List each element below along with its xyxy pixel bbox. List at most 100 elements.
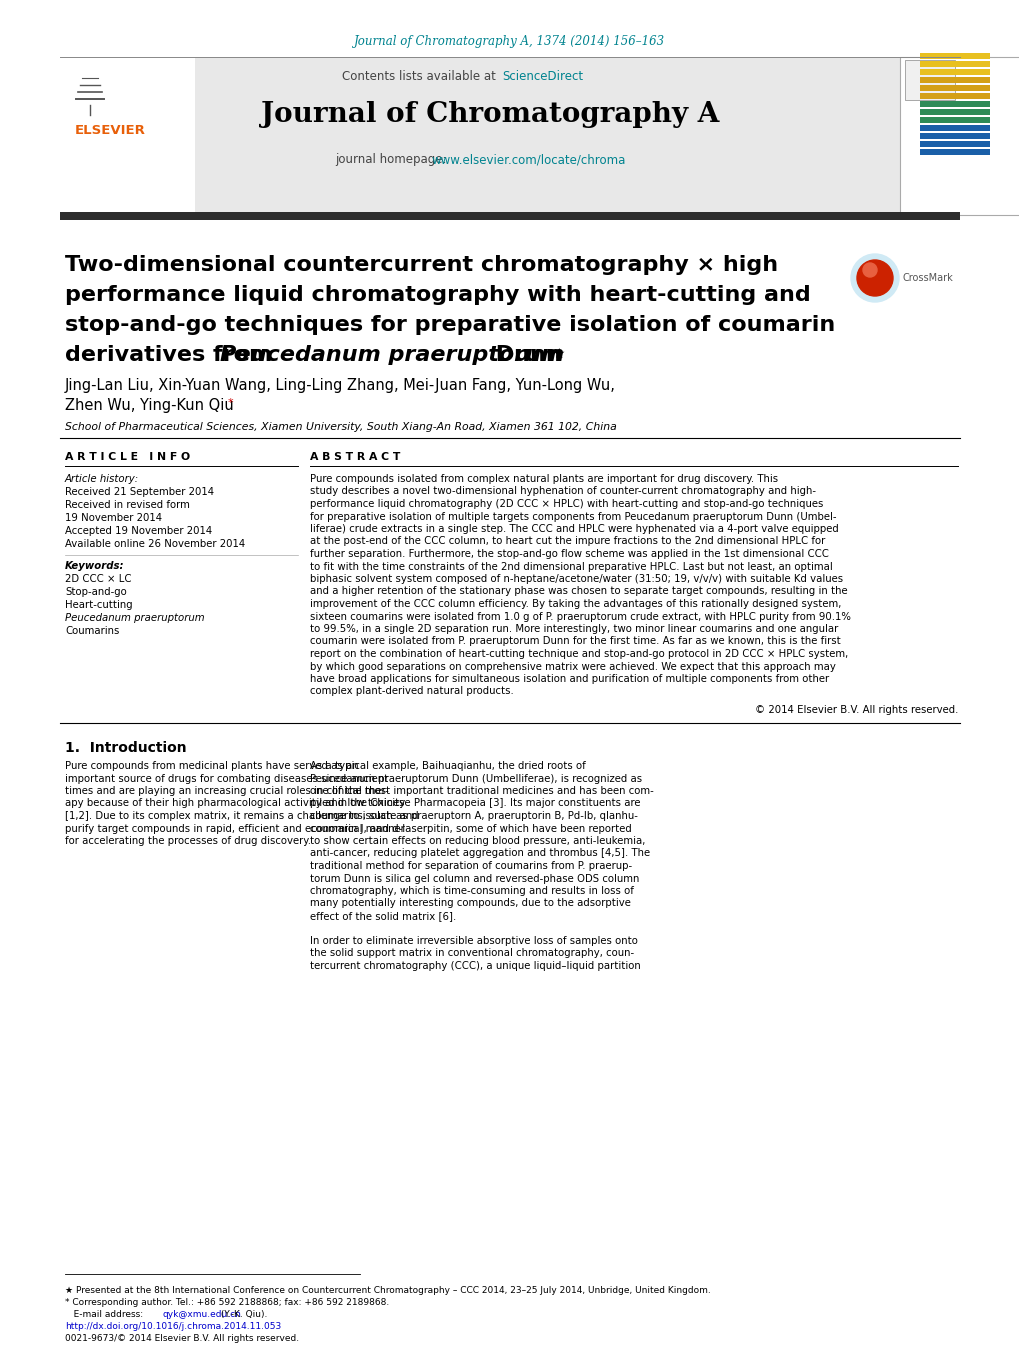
Text: * Corresponding author. Tel.: +86 592 2188868; fax: +86 592 2189868.: * Corresponding author. Tel.: +86 592 21… [65, 1298, 389, 1306]
Text: the solid support matrix in conventional chromatography, coun-: the solid support matrix in conventional… [310, 948, 634, 958]
Text: by which good separations on comprehensive matrix were achieved. We expect that : by which good separations on comprehensi… [310, 662, 835, 671]
Text: traditional method for separation of coumarins from P. praerup-: traditional method for separation of cou… [310, 861, 632, 871]
Bar [919, 126, 989, 131]
Text: Pure compounds isolated from complex natural plants are important for drug disco: Pure compounds isolated from complex nat… [310, 474, 777, 484]
Text: performance liquid chromatography (2D CCC × HPLC) with heart-cutting and stop-an: performance liquid chromatography (2D CC… [310, 499, 822, 509]
Text: *: * [228, 399, 233, 408]
Text: journal homepage:: journal homepage: [334, 154, 449, 166]
Text: [1,2]. Due to its complex matrix, it remains a challenge to isolate and: [1,2]. Due to its complex matrix, it rem… [65, 811, 418, 821]
Text: http://dx.doi.org/10.1016/j.chroma.2014.11.053: http://dx.doi.org/10.1016/j.chroma.2014.… [65, 1323, 281, 1331]
Text: Two-dimensional countercurrent chromatography × high: Two-dimensional countercurrent chromatog… [65, 255, 777, 276]
Text: Pure compounds from medicinal plants have served as an: Pure compounds from medicinal plants hav… [65, 761, 359, 771]
Text: tercurrent chromatography (CCC), a unique liquid–liquid partition: tercurrent chromatography (CCC), a uniqu… [310, 961, 640, 971]
Text: chromatography, which is time-consuming and results in loss of: chromatography, which is time-consuming … [310, 886, 633, 896]
Text: and a higher retention of the stationary phase was chosen to separate target com: and a higher retention of the stationary… [310, 586, 847, 597]
Text: for preparative isolation of multiple targets components from Peucedanum praerup: for preparative isolation of multiple ta… [310, 512, 836, 521]
Text: 1.  Introduction: 1. Introduction [65, 740, 186, 755]
Bar [919, 118, 989, 123]
Text: study describes a novel two-dimensional hyphenation of counter-current chromatog: study describes a novel two-dimensional … [310, 486, 815, 497]
Circle shape [856, 259, 892, 296]
Text: Jing-Lan Liu, Xin-Yuan Wang, Ling-Ling Zhang, Mei-Juan Fang, Yun-Long Wu,: Jing-Lan Liu, Xin-Yuan Wang, Ling-Ling Z… [65, 378, 615, 393]
Text: Peucedanum praeruptorum: Peucedanum praeruptorum [220, 345, 564, 365]
Text: Received 21 September 2014: Received 21 September 2014 [65, 486, 214, 497]
Bar [919, 93, 989, 99]
Bar [919, 61, 989, 68]
Bar [919, 53, 989, 59]
Text: Available online 26 November 2014: Available online 26 November 2014 [65, 539, 245, 549]
Text: 19 November 2014: 19 November 2014 [65, 513, 162, 523]
Text: to show certain effects on reducing blood pressure, anti-leukemia,: to show certain effects on reducing bloo… [310, 836, 645, 846]
Text: at the post-end of the CCC column, to heart cut the impure fractions to the 2nd : at the post-end of the CCC column, to he… [310, 536, 824, 547]
Text: Zhen Wu, Ying-Kun Qiu: Zhen Wu, Ying-Kun Qiu [65, 399, 233, 413]
Text: In order to eliminate irreversible absorptive loss of samples onto: In order to eliminate irreversible absor… [310, 936, 637, 946]
Bar [919, 101, 989, 107]
Circle shape [862, 263, 876, 277]
Text: ScienceDirect: ScienceDirect [501, 69, 583, 82]
Text: 2D CCC × LC: 2D CCC × LC [65, 574, 131, 584]
Text: piled in the Chinese Pharmacopeia [3]. Its major constituents are: piled in the Chinese Pharmacopeia [3]. I… [310, 798, 640, 808]
Text: Journal of Chromatography A: Journal of Chromatography A [261, 101, 718, 128]
Text: Contents lists available at: Contents lists available at [342, 69, 499, 82]
Text: qyk@xmu.edu.cn: qyk@xmu.edu.cn [163, 1310, 242, 1319]
Text: coumarin were isolated from P. praeruptorum Dunn for the first time. As far as w: coumarin were isolated from P. praerupto… [310, 636, 840, 647]
Text: As a typical example, Baihuaqianhu, the dried roots of: As a typical example, Baihuaqianhu, the … [310, 761, 585, 771]
Text: stop-and-go techniques for preparative isolation of coumarin: stop-and-go techniques for preparative i… [65, 315, 835, 335]
Text: one of the most important traditional medicines and has been com-: one of the most important traditional me… [310, 786, 653, 796]
Bar [899, 57, 1019, 215]
Text: for accelerating the processes of drug discovery.: for accelerating the processes of drug d… [65, 836, 311, 846]
Text: School of Pharmaceutical Sciences, Xiamen University, South Xiang-An Road, Xiame: School of Pharmaceutical Sciences, Xiame… [65, 422, 616, 432]
Text: A B S T R A C T: A B S T R A C T [310, 453, 400, 462]
Bar [919, 85, 989, 91]
Text: Keywords:: Keywords: [65, 561, 124, 571]
Text: coumarins, such as praeruptorn A, praeruptorin B, Pd-Ib, qlanhu-: coumarins, such as praeruptorn A, praeru… [310, 811, 637, 821]
Text: derivatives from: derivatives from [65, 345, 280, 365]
Text: effect of the solid matrix [6].: effect of the solid matrix [6]. [310, 911, 455, 921]
Text: CrossMark: CrossMark [902, 273, 953, 282]
Text: Accepted 19 November 2014: Accepted 19 November 2014 [65, 526, 212, 536]
Text: 0021-9673/© 2014 Elsevier B.V. All rights reserved.: 0021-9673/© 2014 Elsevier B.V. All right… [65, 1333, 299, 1343]
Text: anti-cancer, reducing platelet aggregation and thrombus [4,5]. The: anti-cancer, reducing platelet aggregati… [310, 848, 649, 858]
Text: Article history:: Article history: [65, 474, 139, 484]
Bar [60, 57, 899, 215]
Text: Dunn: Dunn [487, 345, 561, 365]
Text: sixteen coumarins were isolated from 1.0 g of P. praeruptorum crude extract, wit: sixteen coumarins were isolated from 1.0… [310, 612, 850, 621]
Text: Peucedanum praeruptorum: Peucedanum praeruptorum [65, 613, 205, 623]
Text: report on the combination of heart-cutting technique and stop-and-go protocol in: report on the combination of heart-cutti… [310, 648, 848, 659]
Bar [60, 212, 959, 220]
Text: Journal of Chromatography A, 1374 (2014) 156–163: Journal of Chromatography A, 1374 (2014)… [354, 35, 665, 49]
Text: coumarin J, and d-laserpitin, some of which have been reported: coumarin J, and d-laserpitin, some of wh… [310, 824, 631, 834]
Text: apy because of their high pharmacological activity and low toxicity: apy because of their high pharmacologica… [65, 798, 405, 808]
Bar [919, 141, 989, 147]
Text: ELSEVIER: ELSEVIER [75, 123, 146, 136]
Text: E-mail address:: E-mail address: [65, 1310, 146, 1319]
Bar [919, 109, 989, 115]
Text: Peucedanum praeruptorum Dunn (Umbelliferae), is recognized as: Peucedanum praeruptorum Dunn (Umbellifer… [310, 774, 642, 784]
Text: important source of drugs for combating diseases since ancient: important source of drugs for combating … [65, 774, 388, 784]
Text: Received in revised form: Received in revised form [65, 500, 190, 509]
Circle shape [850, 254, 898, 303]
Text: complex plant-derived natural products.: complex plant-derived natural products. [310, 686, 514, 697]
Bar [919, 69, 989, 76]
Text: to 99.5%, in a single 2D separation run. More interestingly, two minor linear co: to 99.5%, in a single 2D separation run.… [310, 624, 838, 634]
Text: © 2014 Elsevier B.V. All rights reserved.: © 2014 Elsevier B.V. All rights reserved… [754, 705, 957, 715]
Text: A R T I C L E   I N F O: A R T I C L E I N F O [65, 453, 190, 462]
Text: many potentially interesting compounds, due to the adsorptive: many potentially interesting compounds, … [310, 898, 631, 908]
Text: purify target compounds in rapid, efficient and economical manner: purify target compounds in rapid, effici… [65, 824, 405, 834]
Text: performance liquid chromatography with heart-cutting and: performance liquid chromatography with h… [65, 285, 810, 305]
Text: times and are playing an increasing crucial roles in clinical ther-: times and are playing an increasing cruc… [65, 786, 388, 796]
Bar [919, 149, 989, 155]
Text: further separation. Furthermore, the stop-and-go flow scheme was applied in the : further separation. Furthermore, the sto… [310, 549, 828, 559]
Bar [904, 59, 954, 100]
Text: ★ Presented at the 8th International Conference on Countercurrent Chromatography: ★ Presented at the 8th International Con… [65, 1286, 710, 1296]
Bar [919, 77, 989, 82]
Text: torum Dunn is silica gel column and reversed-phase ODS column: torum Dunn is silica gel column and reve… [310, 874, 639, 884]
Text: (Y.-K. Qiu).: (Y.-K. Qiu). [218, 1310, 267, 1319]
Text: Stop-and-go: Stop-and-go [65, 586, 126, 597]
Text: ★: ★ [551, 347, 564, 361]
Text: biphasic solvent system composed of n-heptane/acetone/water (31:50; 19, v/v/v) w: biphasic solvent system composed of n-he… [310, 574, 843, 584]
Text: liferae) crude extracts in a single step. The CCC and HPLC were hyphenated via a: liferae) crude extracts in a single step… [310, 524, 838, 534]
Bar [60, 57, 195, 215]
Text: Heart-cutting: Heart-cutting [65, 600, 132, 611]
Text: Coumarins: Coumarins [65, 626, 119, 636]
Text: to fit with the time constraints of the 2nd dimensional preparative HPLC. Last b: to fit with the time constraints of the … [310, 562, 832, 571]
